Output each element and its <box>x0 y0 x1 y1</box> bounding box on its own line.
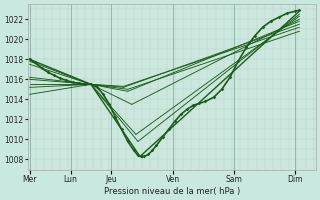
X-axis label: Pression niveau de la mer( hPa ): Pression niveau de la mer( hPa ) <box>104 187 240 196</box>
